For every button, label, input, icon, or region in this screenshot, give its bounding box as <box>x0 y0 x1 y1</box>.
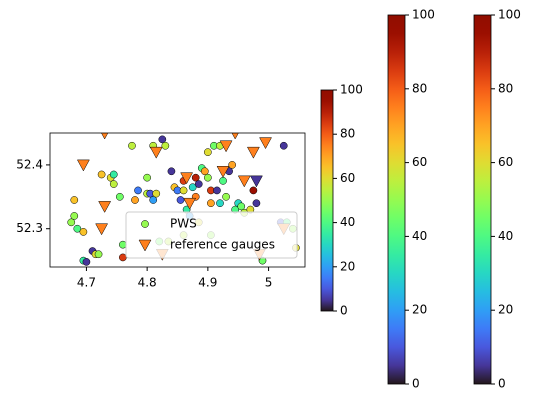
pws-marker <box>70 196 79 204</box>
colorbar <box>473 14 492 385</box>
colorbar-tick-label: 60 <box>340 171 355 185</box>
gauge-marker <box>76 159 90 172</box>
gauge-marker <box>183 197 197 210</box>
pws-marker <box>70 212 79 220</box>
pws-marker <box>143 173 151 182</box>
pws-marker <box>237 202 246 211</box>
pws-marker <box>219 177 227 185</box>
pws-marker <box>97 170 106 179</box>
pws-marker <box>222 192 230 201</box>
gauge-marker <box>246 146 260 159</box>
colorbar-tick-label: 0 <box>412 377 420 391</box>
gauge-marker <box>98 201 112 213</box>
pws-marker <box>152 189 161 198</box>
gauge-marker <box>231 133 239 140</box>
colorbar-tick-label: 0 <box>498 377 506 391</box>
pws-marker <box>200 167 209 176</box>
legend-label: reference gauges <box>170 238 275 252</box>
pws-marker <box>67 218 76 227</box>
y-tick-label: 52.3 <box>16 221 43 235</box>
gauge-marker <box>95 223 109 236</box>
pws-marker <box>119 253 127 262</box>
gauge-marker <box>259 137 272 150</box>
pws-marker <box>191 173 200 182</box>
colorbar-tick-label: 20 <box>412 303 427 317</box>
gauge-marker <box>216 166 230 178</box>
pws-marker <box>179 186 188 195</box>
pws-marker <box>134 186 142 195</box>
pws-marker <box>128 141 136 150</box>
colorbar <box>387 14 406 385</box>
pws-marker <box>109 170 118 179</box>
axes-frame <box>49 132 306 268</box>
pws-marker <box>79 228 88 236</box>
pws-marker <box>249 186 258 195</box>
legend-marker <box>138 239 152 252</box>
colorbar-tick-label: 40 <box>498 229 513 243</box>
x-tick-label: 4.7 <box>77 276 96 290</box>
pws-marker <box>194 180 203 188</box>
colorbar-tick-label: 80 <box>340 127 355 141</box>
pws-marker <box>94 250 103 259</box>
colorbar-tick-label: 100 <box>412 8 435 22</box>
pws-marker <box>161 141 170 150</box>
pws-marker <box>204 173 212 182</box>
colorbar-tick-label: 100 <box>498 8 521 22</box>
legend-marker <box>141 220 149 228</box>
colorbar-tick-label: 60 <box>412 155 427 169</box>
pws-marker <box>207 199 215 208</box>
pws-marker <box>109 180 118 188</box>
colorbar-tick-label: 80 <box>498 81 513 95</box>
pws-marker <box>115 192 124 201</box>
colorbar-tick-label: 20 <box>498 303 513 317</box>
pws-marker <box>188 183 197 192</box>
pws-marker <box>176 196 185 204</box>
gauge-marker <box>149 146 163 159</box>
colorbar-tick-label: 20 <box>340 259 355 273</box>
x-tick-label: 4.8 <box>138 276 157 290</box>
gauge-marker <box>250 175 263 188</box>
colorbar-tick-label: 0 <box>340 304 348 318</box>
colorbar-tick-label: 80 <box>412 81 427 95</box>
pws-marker <box>213 186 221 195</box>
y-tick-label: 52.4 <box>16 157 43 171</box>
colorbar-tick-label: 40 <box>340 215 355 229</box>
colorbar-tick-label: 60 <box>498 155 513 169</box>
gauge-marker <box>219 140 233 153</box>
legend-box <box>125 211 298 259</box>
pws-marker <box>73 224 82 233</box>
pws-marker <box>216 199 224 208</box>
pws-marker <box>279 141 288 150</box>
legend: PWS reference gauges <box>125 211 298 259</box>
colorbar-tick-label: 100 <box>340 83 363 97</box>
pws-marker <box>131 196 139 204</box>
gauge-marker <box>101 133 109 140</box>
gauge-marker <box>180 172 194 185</box>
pws-marker <box>158 135 167 144</box>
gauge-marker <box>237 175 251 188</box>
pws-marker <box>167 167 176 176</box>
pws-marker <box>204 148 212 156</box>
colorbar-tick-label: 40 <box>412 229 427 243</box>
pws-marker <box>149 196 158 204</box>
legend-label: PWS <box>170 217 197 231</box>
pws-marker <box>82 258 91 266</box>
colorbar <box>320 89 334 312</box>
pws-marker <box>252 199 261 208</box>
pws-marker <box>119 240 127 249</box>
pws-marker <box>228 161 236 169</box>
x-tick-label: 5 <box>265 276 273 290</box>
x-tick-label: 4.9 <box>198 276 217 290</box>
